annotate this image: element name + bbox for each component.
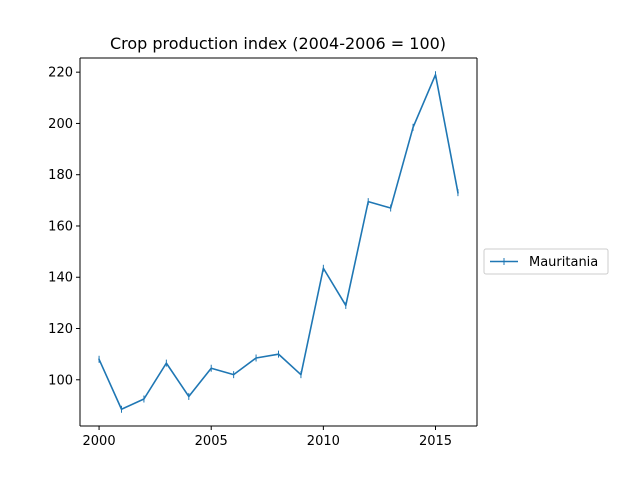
y-tick-label: 160 [48,219,73,234]
y-tick-label: 140 [48,271,73,286]
chart-title: Crop production index (2004-2006 = 100) [110,34,446,53]
legend: Mauritania [483,248,609,275]
y-tick-label: 100 [48,373,73,388]
y-tick-label: 180 [48,168,73,183]
y-axis-ticks: 100 120 140 160 180 200 220 [48,66,80,388]
legend-box [483,248,609,275]
x-tick-label: 2015 [419,434,452,449]
x-tick-label: 2005 [195,434,228,449]
plot-frame [79,57,478,427]
y-tick-label: 200 [48,117,73,132]
y-tick-label: 220 [48,66,73,81]
x-tick-label: 2010 [307,434,340,449]
legend-label-mauritania: Mauritania [529,255,598,270]
x-tick-label: 2000 [83,434,116,449]
y-tick-label: 120 [48,322,73,337]
series-layer [98,71,459,413]
x-axis-ticks: 2000 2005 2010 2015 [83,426,452,449]
plot-area [80,58,477,426]
